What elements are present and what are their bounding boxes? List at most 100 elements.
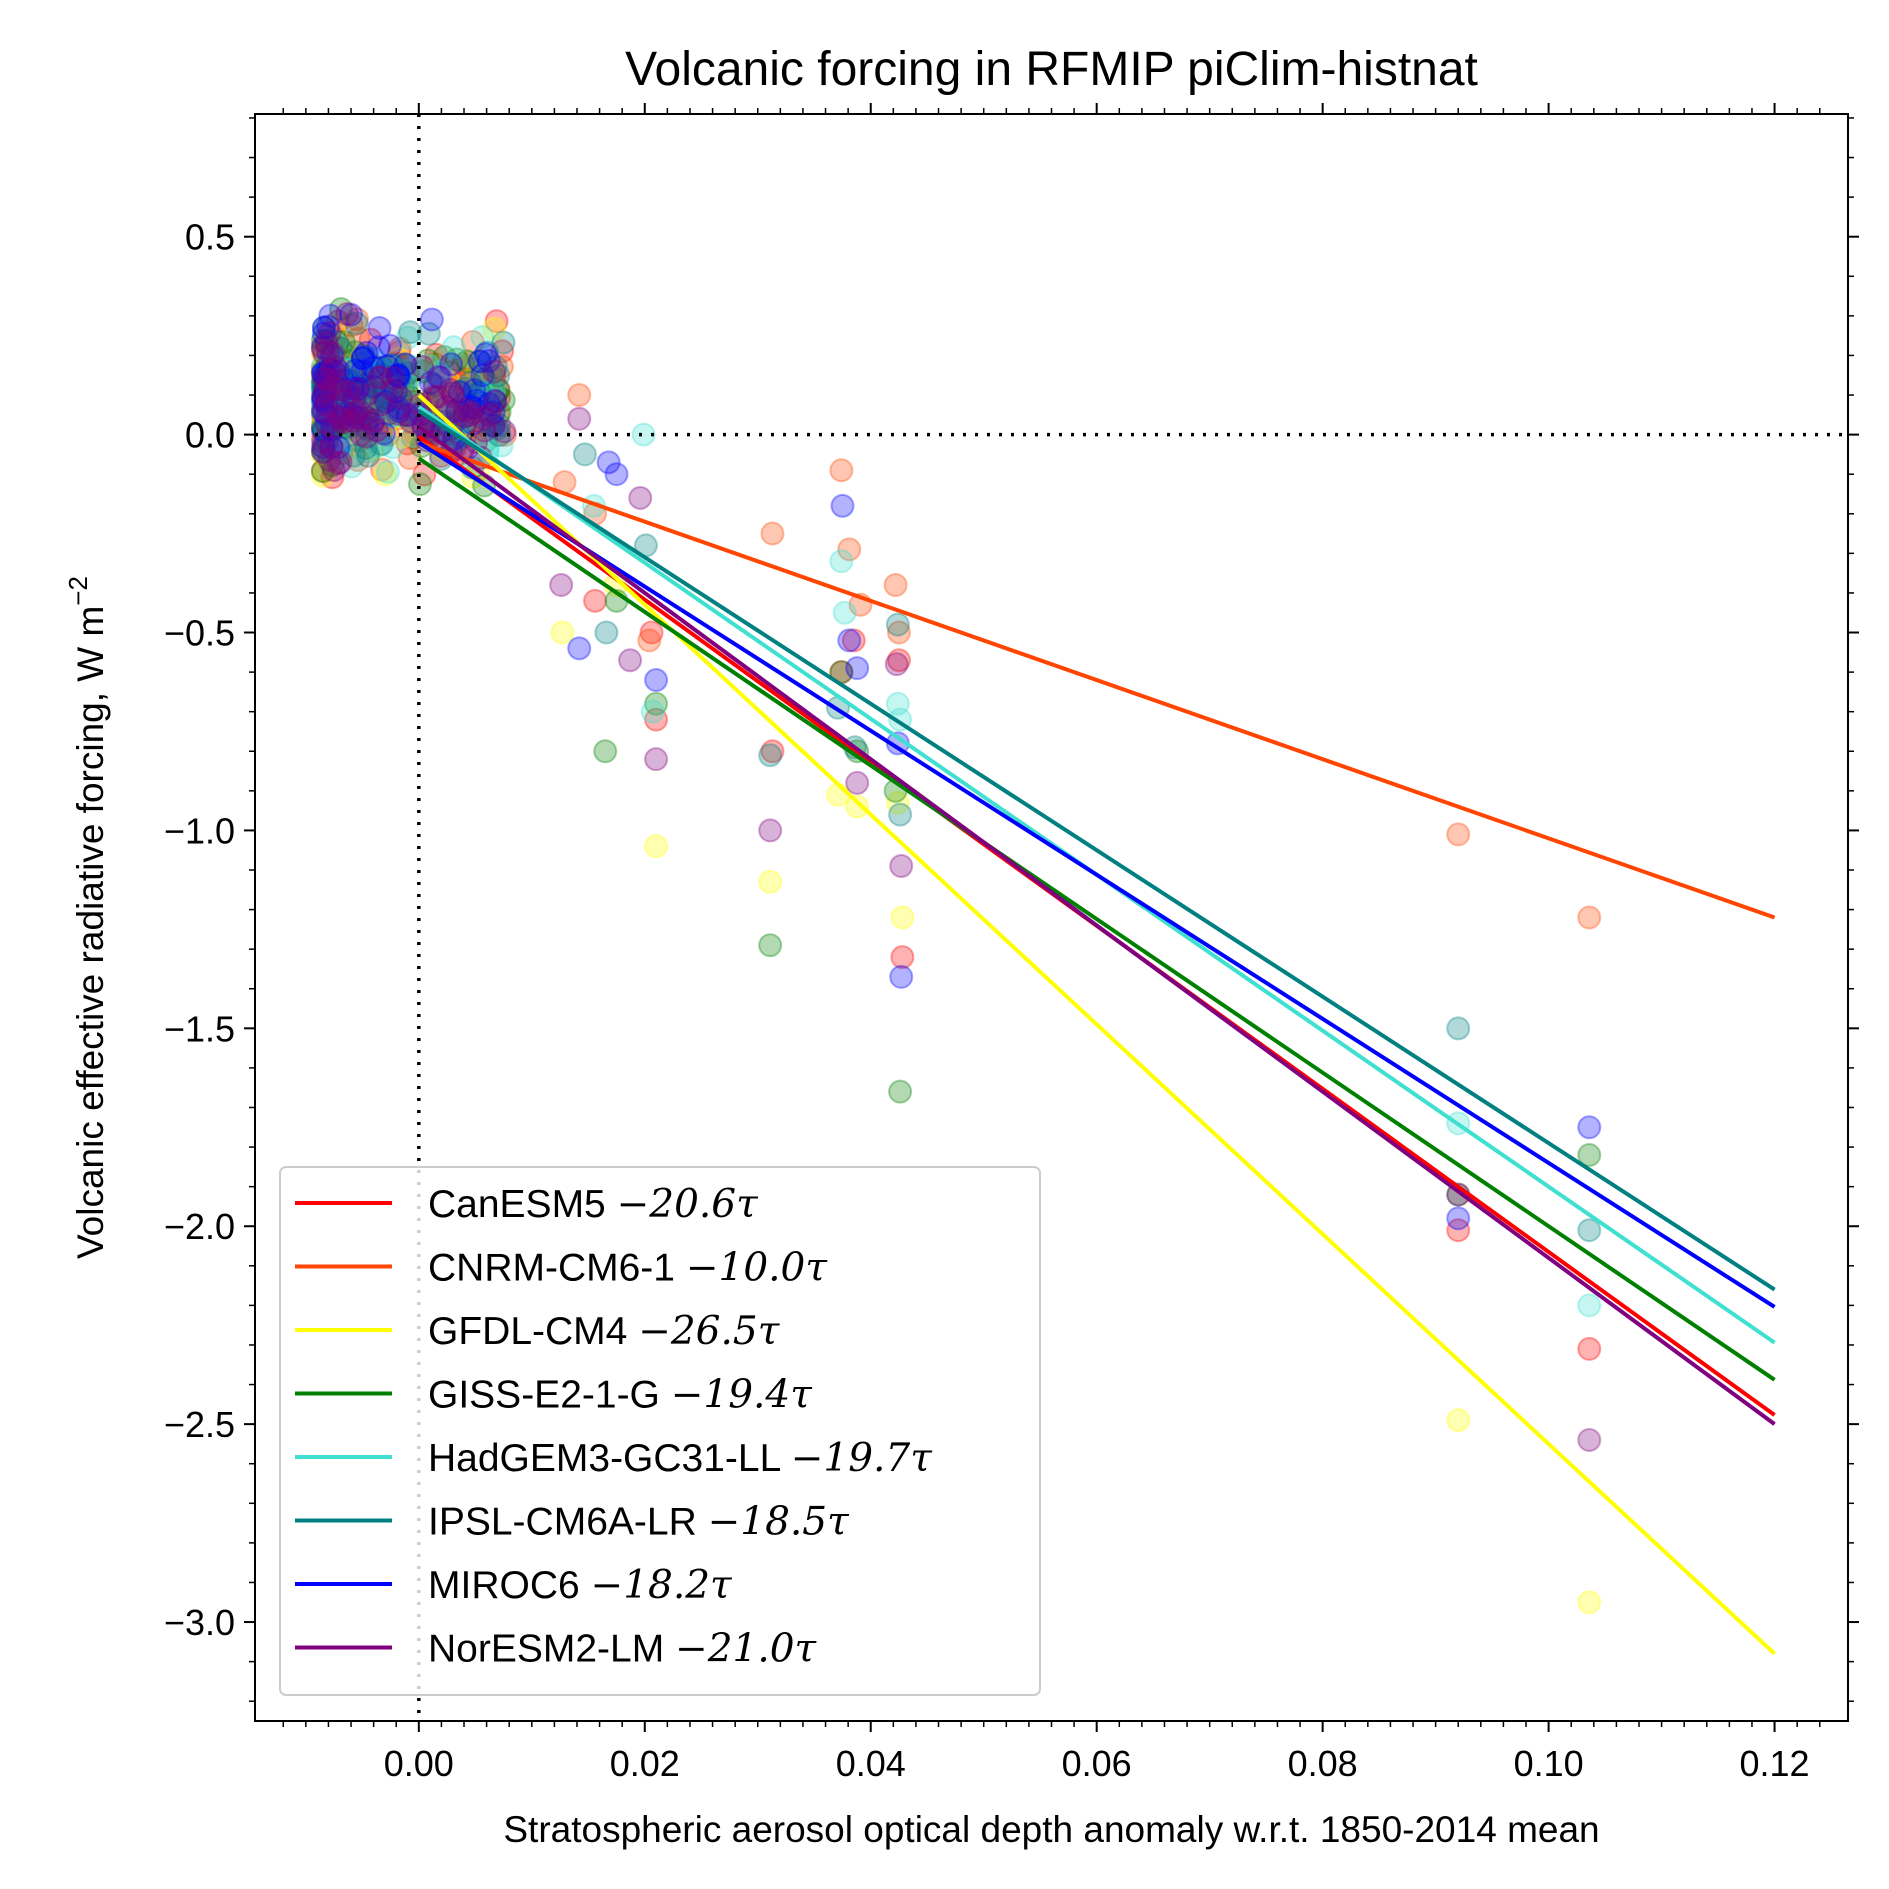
scatter-point	[1577, 1142, 1602, 1167]
scatter-point	[310, 459, 335, 484]
scatter-point	[317, 321, 342, 346]
scatter-point	[382, 380, 407, 405]
scatter-point	[386, 395, 411, 420]
scatter-point	[337, 346, 362, 371]
scatter-point	[313, 362, 338, 387]
scatter-point	[327, 377, 352, 402]
regression-line	[417, 425, 1776, 1426]
scatter-point	[1446, 1218, 1471, 1243]
scatter-point	[361, 345, 386, 370]
scatter-point	[337, 376, 362, 401]
scatter-point	[462, 378, 487, 403]
scatter-point	[637, 628, 662, 653]
scatter-point	[453, 397, 478, 422]
scatter-point	[644, 834, 669, 859]
scatter-point	[354, 424, 379, 449]
scatter-point	[348, 352, 373, 377]
scatter-point	[393, 352, 418, 377]
scatter-point	[441, 335, 466, 360]
scatter-point	[426, 365, 451, 390]
scatter-point	[321, 382, 346, 407]
scatter-point	[312, 367, 337, 392]
scatter-point	[604, 462, 629, 487]
scatter-point	[319, 357, 344, 382]
scatter-point	[312, 418, 337, 443]
scatter-point	[347, 421, 372, 446]
scatter-point	[418, 370, 443, 395]
scatter-point	[386, 406, 411, 431]
scatter-point	[885, 691, 910, 716]
scatter-point	[310, 335, 335, 360]
scatter-point	[310, 398, 335, 423]
scatter-point	[825, 782, 850, 807]
y-tick-label: −1.0	[164, 810, 235, 851]
scatter-point	[311, 372, 336, 397]
y-tick-label: −2.5	[164, 1404, 235, 1445]
scatter-point	[349, 388, 374, 413]
scatter-point	[314, 362, 339, 387]
scatter-point	[311, 315, 336, 340]
scatter-point	[470, 394, 495, 419]
scatter-point	[311, 371, 336, 396]
x-tick-label: 0.08	[1288, 1743, 1358, 1784]
scatter-point	[593, 739, 618, 764]
scatter-point	[334, 357, 359, 382]
scatter-point	[425, 384, 450, 409]
scatter-point	[340, 405, 365, 430]
scatter-point	[316, 413, 341, 438]
scatter-point	[320, 398, 345, 423]
scatter-point	[447, 380, 472, 405]
scatter-point	[343, 405, 368, 430]
scatter-point	[326, 451, 351, 476]
scatter-point	[344, 400, 369, 425]
scatter-point	[631, 422, 656, 447]
scatter-point	[358, 384, 383, 409]
legend-model-name: HadGEM3-GC31-LL	[428, 1437, 791, 1480]
scatter-point	[310, 368, 335, 393]
scatter-point	[381, 356, 406, 381]
scatter-point	[312, 406, 337, 431]
scatter-point	[318, 378, 343, 403]
scatter-point	[310, 377, 335, 402]
scatter-point	[336, 357, 361, 382]
legend-model-name: MIROC6	[428, 1564, 591, 1607]
scatter-point	[328, 336, 353, 361]
scatter-point	[885, 790, 910, 815]
scatter-point	[450, 371, 475, 396]
scatter-point	[482, 388, 507, 413]
scatter-point	[311, 398, 336, 423]
scatter-point	[340, 376, 365, 401]
scatter-point	[889, 964, 914, 989]
scatter-point	[330, 407, 355, 432]
scatter-point	[470, 363, 495, 388]
scatter-point	[311, 439, 336, 464]
scatter-point	[313, 353, 338, 378]
scatter-point	[310, 426, 335, 451]
legend-slope: −19.7τ	[791, 1436, 934, 1481]
scatter-point	[349, 377, 374, 402]
scatter-point	[354, 340, 379, 365]
scatter-point	[310, 399, 335, 424]
scatter-point	[429, 386, 454, 411]
scatter-point	[374, 387, 399, 412]
scatter-point	[1577, 1427, 1602, 1452]
scatter-point	[353, 372, 378, 397]
scatter-point	[331, 377, 356, 402]
scatter-point	[438, 360, 463, 385]
scatter-point	[317, 355, 342, 380]
scatter-point	[371, 368, 396, 393]
scatter-point	[832, 600, 857, 625]
scatter-point	[841, 628, 866, 653]
scatter-point	[317, 357, 342, 382]
scatter-point	[319, 434, 344, 459]
scatter-point	[322, 359, 347, 384]
scatter-point	[375, 459, 400, 484]
scatter-point	[369, 457, 394, 482]
scatter-point	[315, 371, 340, 396]
scatter-point	[358, 382, 383, 407]
scatter-point	[342, 386, 367, 411]
scatter-point	[311, 439, 336, 464]
scatter-point	[386, 399, 411, 424]
scatter-point	[345, 448, 370, 473]
scatter-point	[491, 330, 516, 355]
